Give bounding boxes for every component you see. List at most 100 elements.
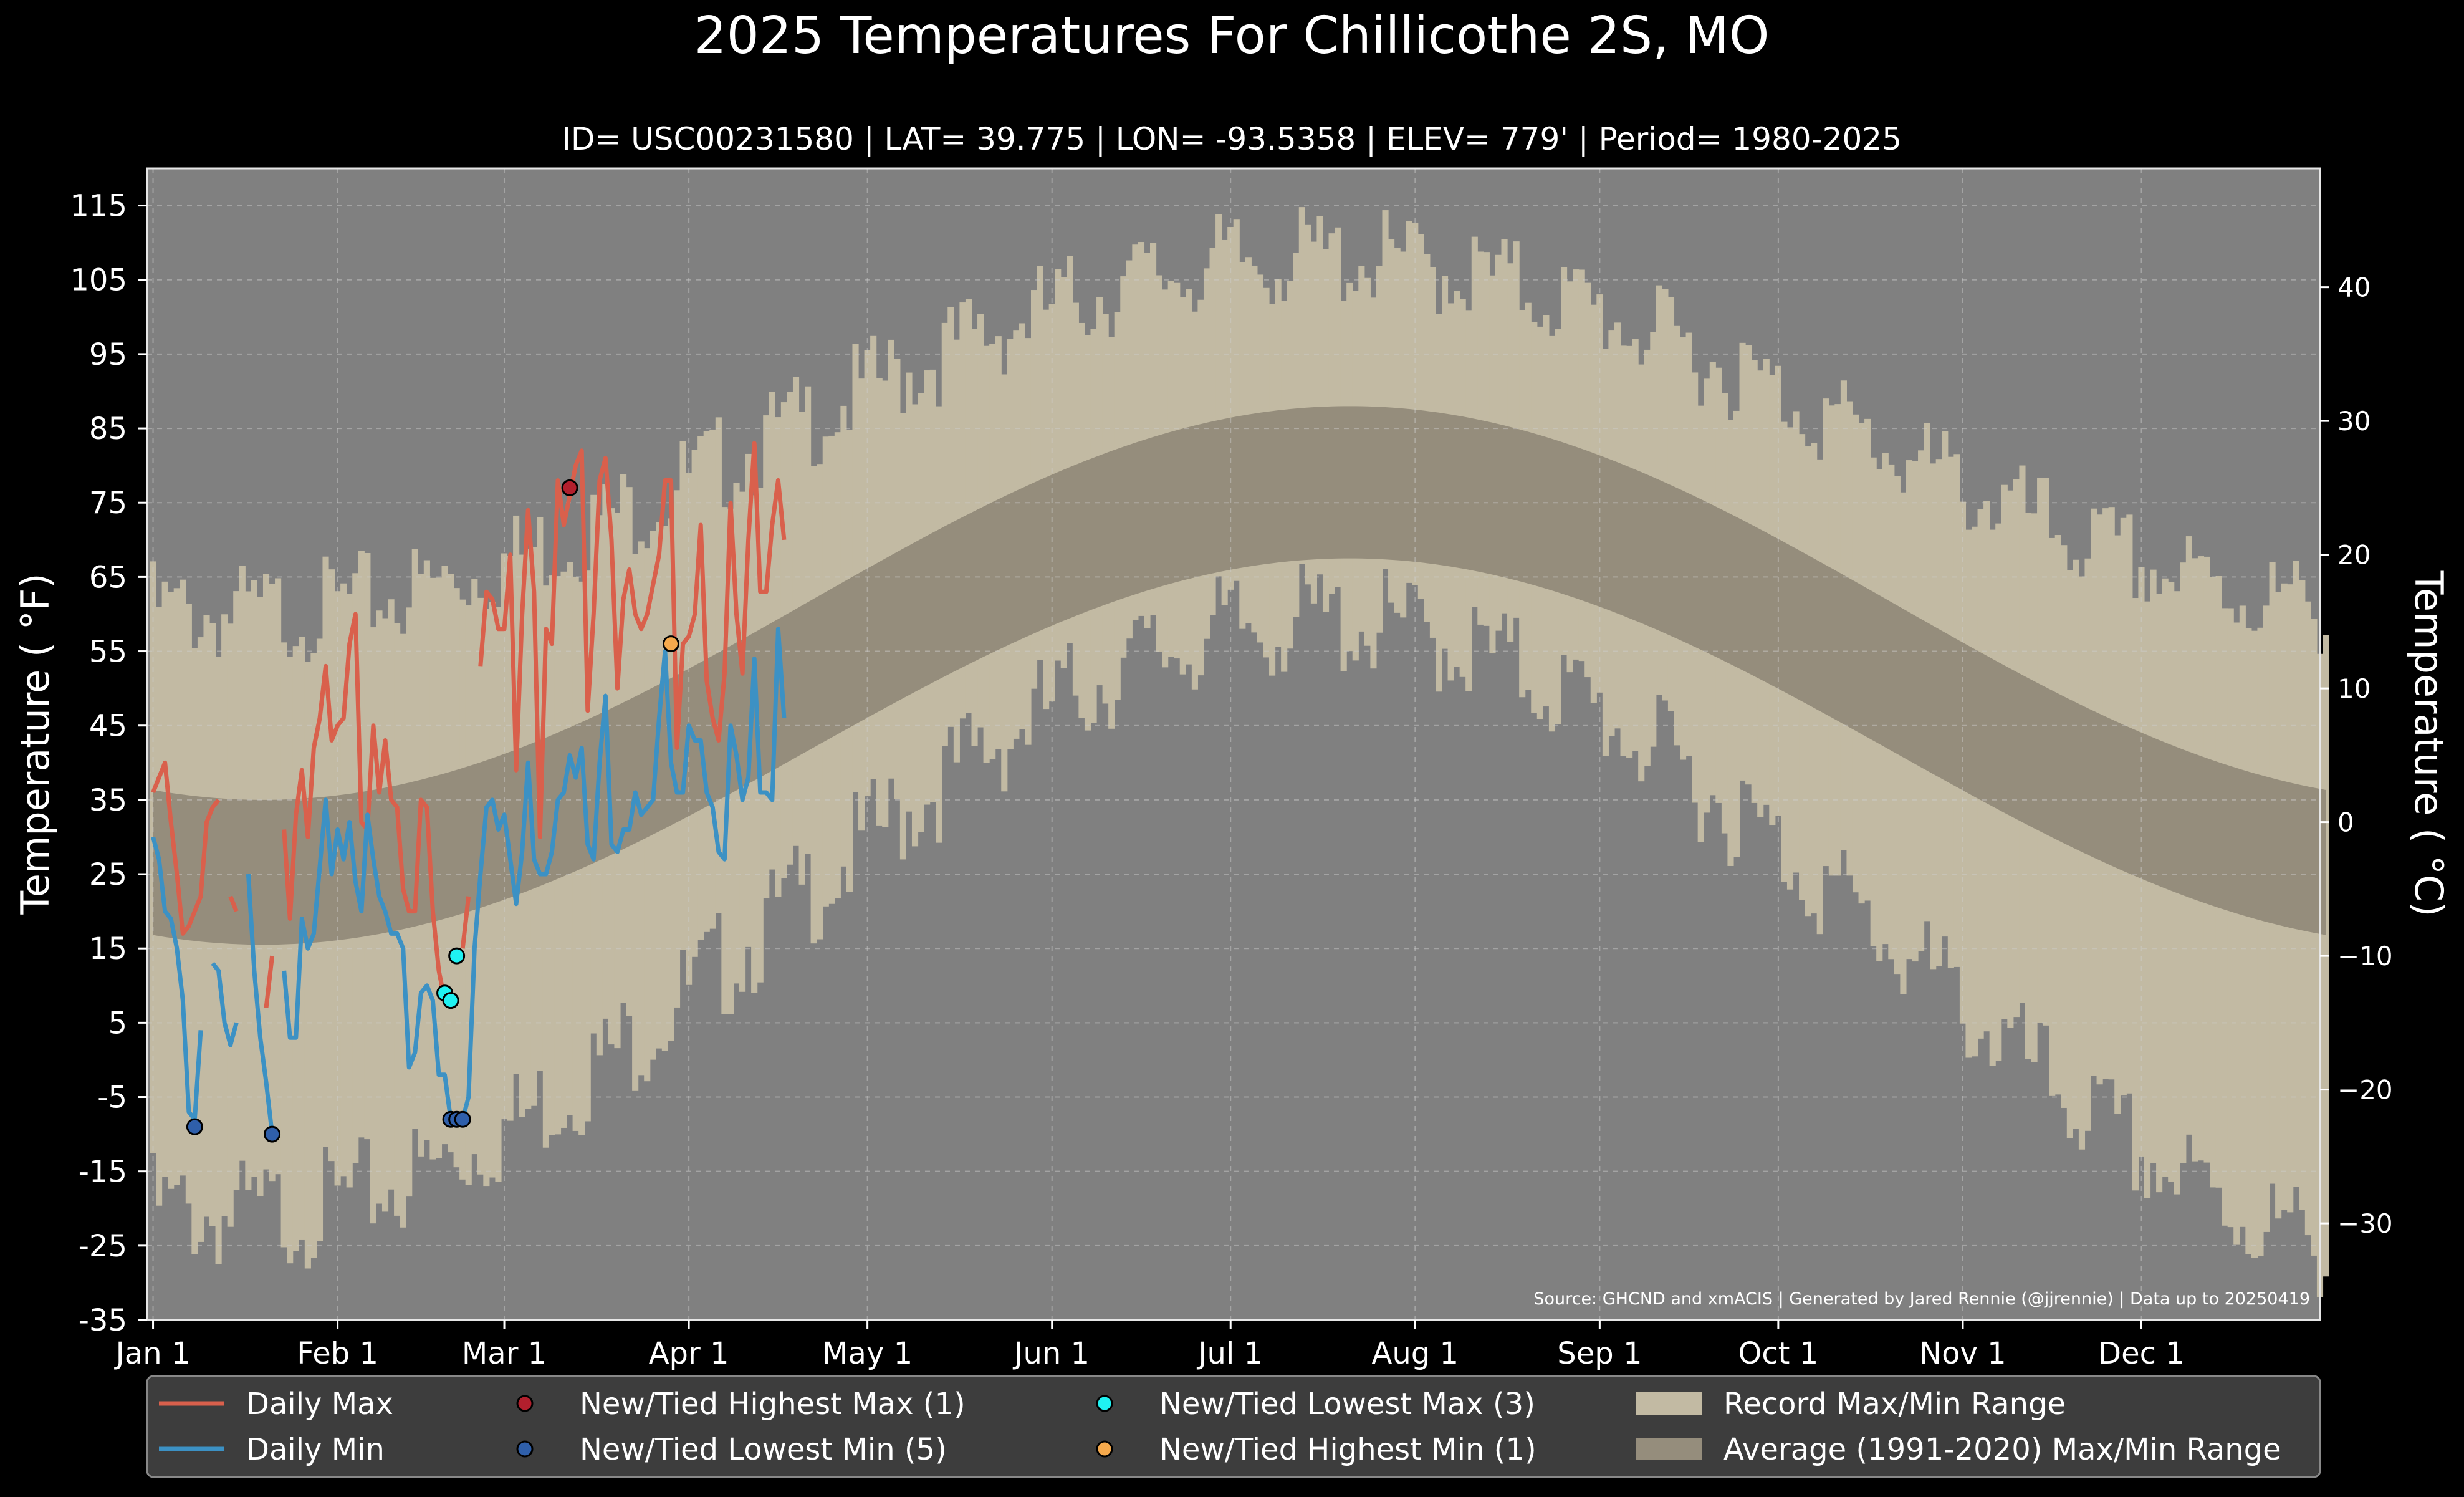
x-tick-label: Oct 1 [1738, 1336, 1818, 1371]
y-axis-label: Temperature ( °F) [12, 573, 58, 915]
record-band-bar [1055, 269, 1062, 661]
record-band-bar [1138, 242, 1145, 616]
series-line-daily-max [151, 441, 787, 1008]
record-band-bar [947, 307, 954, 727]
y2-tick-label: −10 [2337, 941, 2393, 971]
record-marker [442, 992, 459, 1009]
record-band-bar [304, 662, 311, 1269]
legend-label: Average (1991-2020) Max/Min Range [1723, 1432, 2281, 1467]
y-tick-label: 5 [108, 1006, 127, 1041]
record-band-bar [1298, 207, 1305, 564]
record-band-bar [280, 642, 287, 1248]
record-band-bar [1150, 243, 1157, 616]
record-band-bar [1316, 216, 1323, 575]
record-band-bar [2078, 576, 2086, 1150]
record-band-bar [1233, 219, 1240, 581]
record-band-bar [1037, 266, 1043, 660]
record-marker [186, 1118, 203, 1135]
y-tick-label: -15 [79, 1155, 127, 1190]
record-band-bar [1412, 223, 1419, 585]
record-band-bar [852, 344, 859, 792]
legend-marker-swatch [1096, 1440, 1113, 1458]
y-tick-label: 95 [89, 337, 127, 372]
source-note: Source: GHCND and xmACIS | Generated by … [1533, 1289, 2310, 1309]
y-tick-label: -25 [79, 1229, 127, 1264]
y2-tick-label: 0 [2337, 807, 2354, 838]
x-tick-label: Sep 1 [1557, 1336, 1642, 1371]
y-tick-label: 45 [89, 709, 127, 744]
legend-label: New/Tied Lowest Min (5) [580, 1432, 947, 1467]
record-band-bar [870, 335, 877, 779]
y2-tick-label: 10 [2337, 673, 2371, 704]
record-marker [662, 635, 679, 653]
x-axis: Jan 1 Feb 1 Mar 1 Apr 1 May 1 Jun 1 Jul 1 Aug 1… [114, 1320, 2185, 1371]
record-marker [264, 1125, 281, 1143]
record-band-bar [2227, 608, 2234, 1228]
legend-patch-swatch [1636, 1392, 1702, 1415]
record-band-bar [2222, 608, 2228, 1226]
y2-axis-label: Temperature ( °C) [2406, 570, 2452, 917]
record-band-bar [2144, 601, 2151, 1198]
record-band-bar [965, 299, 972, 713]
y-tick-label: 55 [89, 635, 127, 670]
y-axis-left: -35 -25 -15 -5 5 15 25 35 45 55 65 75 85 95 105 115 [70, 189, 147, 1338]
y2-tick-label: 30 [2337, 406, 2371, 436]
record-band-bar [400, 633, 406, 1228]
record-band-bar [215, 657, 222, 1264]
record-band-bar [1965, 529, 1972, 1058]
record-band-bar [1406, 221, 1412, 583]
x-tick-label: Mar 1 [462, 1336, 547, 1371]
x-tick-label: Jun 1 [1012, 1336, 1090, 1371]
record-band-bar [1382, 210, 1389, 569]
chart-subtitle: ID= USC00231580 | LAT= 39.775 | LON= -93… [562, 121, 1902, 157]
chart-title: 2025 Temperatures For Chillicothe 2S, MO [694, 6, 1769, 65]
record-band-bar [1067, 256, 1073, 643]
y-tick-label: 85 [89, 412, 127, 446]
legend-marker-swatch [516, 1395, 534, 1412]
y2-tick-label: −20 [2337, 1075, 2393, 1105]
record-band-bar [310, 653, 317, 1258]
record-band-bar [191, 648, 198, 1254]
y-axis-right: −30 −20 −10 0 10 20 30 40 [2320, 272, 2393, 1239]
x-tick-label: Nov 1 [1919, 1336, 2006, 1371]
y-tick-label: 105 [70, 263, 127, 298]
record-band-bar [1215, 214, 1222, 577]
record-band-bar [1132, 244, 1139, 620]
x-tick-label: May 1 [822, 1336, 913, 1371]
x-tick-label: Jul 1 [1196, 1336, 1263, 1371]
y-tick-label: 75 [89, 486, 127, 521]
record-band-bar [2257, 627, 2264, 1256]
legend-label: Daily Max [246, 1387, 393, 1422]
legend-label: New/Tied Lowest Max (3) [1159, 1387, 1535, 1422]
y-tick-label: 35 [89, 783, 127, 818]
x-tick-label: Apr 1 [649, 1336, 729, 1371]
record-band-bar [287, 657, 294, 1264]
y-tick-label: 15 [89, 931, 127, 966]
record-band-bar [2132, 598, 2139, 1191]
grid-lines [147, 168, 2320, 1321]
series-lines [151, 441, 787, 1135]
record-band-bar [1227, 227, 1234, 590]
record-band-bar [292, 646, 299, 1251]
x-tick-label: Dec 1 [2098, 1336, 2185, 1371]
record-band-bar [2066, 570, 2073, 1138]
record-band-bar [959, 302, 966, 719]
plot-area: Source: GHCND and xmACIS | Generated by … [146, 167, 2329, 1321]
plot-frame [146, 167, 2321, 1321]
legend-marker-swatch [516, 1440, 534, 1458]
record-band-bar [2239, 605, 2246, 1227]
y2-tick-label: 20 [2337, 540, 2371, 570]
record-band-bar [2251, 630, 2258, 1258]
y-tick-label: -5 [97, 1081, 127, 1115]
legend-box [146, 1375, 2321, 1478]
legend-label: New/Tied Highest Max (1) [580, 1387, 966, 1422]
y-tick-label: 115 [70, 189, 127, 224]
record-band-bar [2156, 594, 2163, 1193]
series-line-daily-min [151, 627, 787, 1135]
y-tick-label: -35 [79, 1303, 127, 1338]
x-tick-label: Jan 1 [114, 1336, 191, 1371]
record-band-bar [2233, 622, 2240, 1245]
legend-label: New/Tied Highest Min (1) [1159, 1432, 1536, 1467]
record-band-bar [1305, 224, 1311, 585]
legend-patch-swatch [1636, 1438, 1702, 1460]
